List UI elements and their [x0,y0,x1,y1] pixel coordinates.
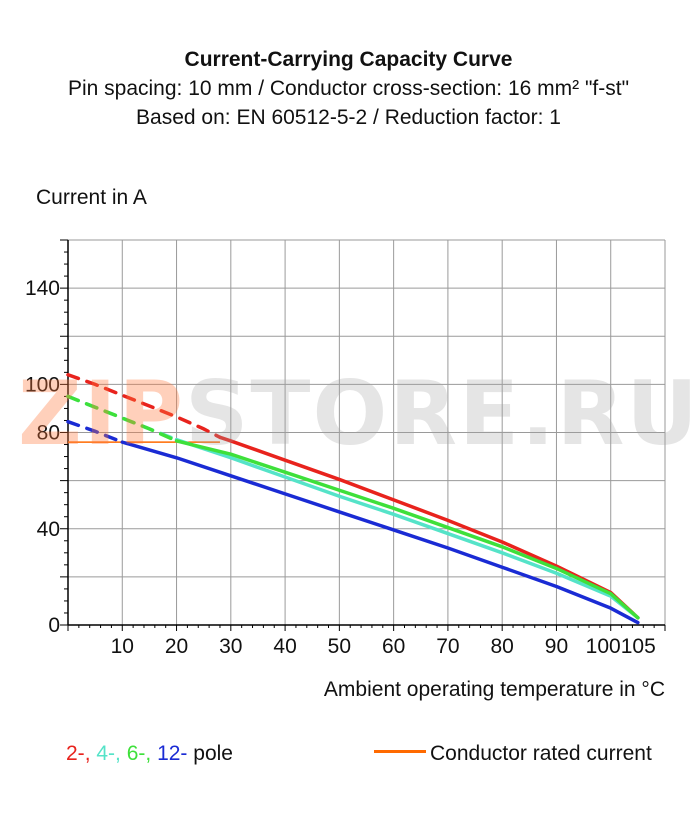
pole-legend-entry: , [84,742,97,765]
chart-subtitle-2: Based on: EN 60512-5-2 / Reduction facto… [136,106,561,129]
y-tick-label: 40 [37,518,60,541]
y-tick-label: 140 [25,277,60,300]
x-tick-label: 70 [436,635,459,658]
y-tick-label: 80 [37,422,60,445]
x-tick-label: 50 [328,635,351,658]
x-tick-label: 80 [491,635,514,658]
chart-subtitle-1: Pin spacing: 10 mm / Conductor cross-sec… [67,77,630,100]
watermark: ZIPSTORE.RU [18,362,697,465]
watermark-part-1: ZIP [18,362,186,465]
rated-current-legend-label: Conductor rated current [430,742,652,765]
pole-legend-entry: 2- [66,742,85,765]
series-line-4pole [174,437,640,620]
pole-legend-entry: , [115,742,127,765]
watermark-part-2: STORE.RU [185,362,697,465]
x-tick-label: 60 [382,635,405,658]
x-tick-label: 40 [273,635,296,658]
x-tick-label: 30 [219,635,242,658]
series-line-dashed-6pole [66,394,179,443]
x-tick-label: 105 [621,635,656,658]
series-line-dashed-2pole [66,373,222,440]
x-tick-label: 20 [165,635,188,658]
pole-legend-entry: 6- [126,742,146,765]
series-line-6pole [174,439,640,620]
rated-current-legend: Conductor rated current [374,742,652,766]
pole-legend-entry: , [145,742,158,765]
pole-legend-entry: 4- [96,742,116,765]
series-line-dashed-12pole [66,419,125,444]
rated-current-legend-swatch [374,749,426,753]
pole-legend: 2-, 4-, 6-, 12- pole [66,742,233,766]
x-tick-label: 10 [111,635,134,658]
pole-legend-entry: 12- [157,742,188,765]
series-line-12pole [120,440,640,625]
x-tick-label: 100 [586,635,621,658]
x-axis-label: Ambient operating temperature in °C [323,678,665,701]
pole-legend-entry: pole [187,742,233,765]
y-axis-label: Current in A [36,186,147,209]
x-tick-label: 90 [545,635,568,658]
chart-title: Current-Carrying Capacity Curve [184,48,513,71]
y-tick-label: 100 [25,373,60,396]
y-tick-label: 0 [48,614,60,637]
title-block: Current-Carrying Capacity Curve Pin spac… [0,46,697,132]
